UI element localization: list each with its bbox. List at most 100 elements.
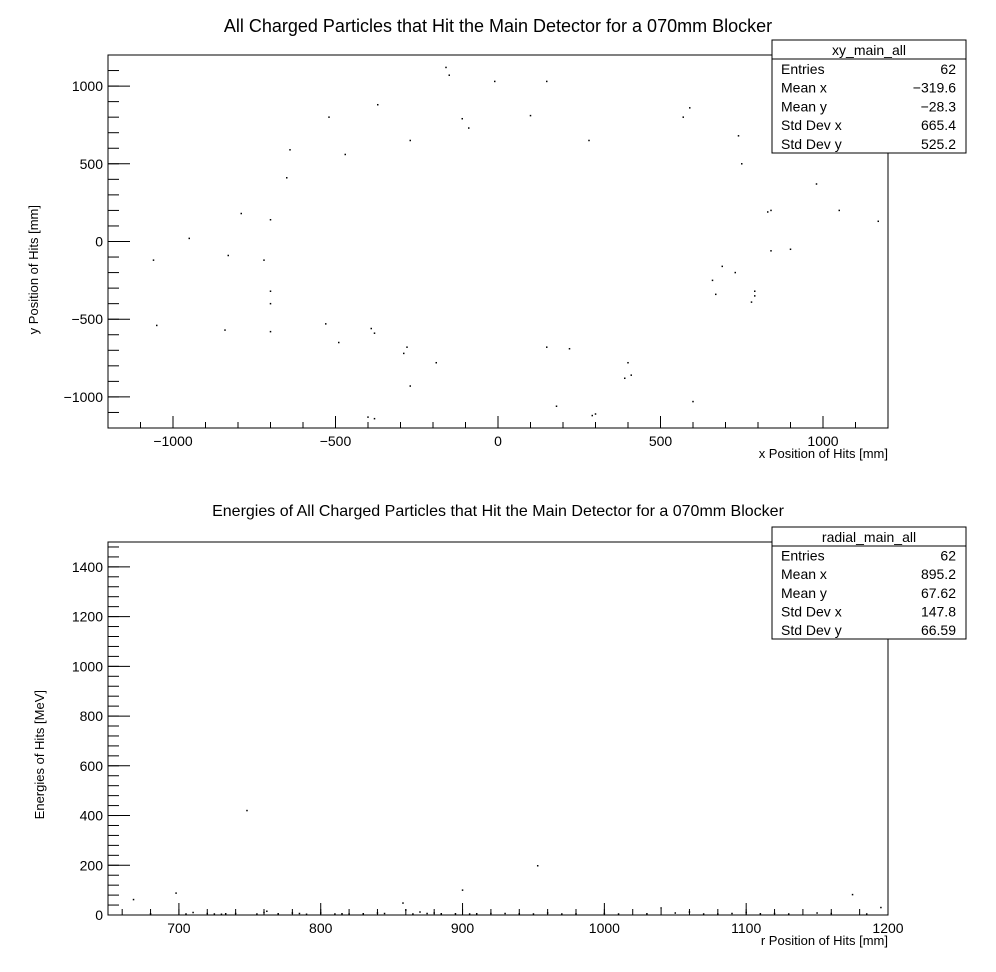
data-point	[185, 913, 187, 915]
x-tick-label: 1000	[807, 433, 838, 449]
data-point	[865, 913, 868, 915]
data-point	[461, 117, 463, 120]
y-tick-label: 1000	[72, 658, 103, 674]
data-point	[263, 259, 265, 261]
data-point	[754, 290, 756, 292]
data-point	[206, 912, 209, 915]
x-tick-label: 1000	[589, 920, 620, 936]
data-point	[750, 301, 753, 303]
data-point	[433, 912, 435, 914]
data-point	[305, 913, 308, 916]
x-tick-label: 1200	[872, 920, 903, 936]
data-point	[152, 259, 155, 261]
data-point	[754, 295, 756, 297]
data-point	[348, 913, 350, 915]
data-point	[362, 913, 365, 915]
data-point	[213, 913, 216, 915]
x-tick-label: 800	[309, 920, 333, 936]
data-point	[830, 912, 833, 915]
stats-row-value: 67.62	[921, 585, 956, 601]
x-tick-label: 1100	[731, 920, 761, 936]
stats-row-label: Std Dev x	[781, 603, 842, 619]
stats-box-title: radial_main_all	[822, 529, 916, 545]
data-point	[224, 913, 227, 915]
chart-title: All Charged Particles that Hit the Main …	[224, 16, 772, 36]
data-point	[419, 911, 421, 913]
data-point	[405, 909, 407, 911]
data-points	[152, 66, 879, 420]
data-point	[376, 912, 379, 914]
x-tick-label: 0	[494, 433, 502, 449]
y-axis-label: y Position of Hits [mm]	[26, 205, 41, 334]
stats-row-value: 66.59	[921, 622, 956, 638]
stats-row-value: −28.3	[921, 98, 957, 114]
data-point	[373, 332, 376, 334]
y-tick-label: 800	[80, 708, 104, 724]
axis-ticks: −1000 −500 0 500 1000 −1000 −500 0 500 1000	[64, 54, 889, 449]
data-point	[741, 163, 743, 165]
data-point	[132, 898, 135, 901]
data-point	[787, 913, 790, 915]
data-point	[445, 66, 447, 69]
data-point	[192, 911, 194, 914]
data-points	[132, 809, 882, 916]
stats-row-value: 525.2	[921, 136, 956, 152]
chart-title: Energies of All Charged Particles that H…	[212, 503, 784, 520]
data-point	[468, 127, 470, 129]
data-point	[319, 912, 322, 914]
data-point	[341, 913, 343, 915]
data-point	[409, 139, 411, 142]
data-point	[325, 323, 327, 325]
data-point	[256, 913, 258, 915]
data-point	[568, 347, 571, 350]
stats-row-value: 895.2	[921, 566, 956, 582]
data-point	[773, 912, 776, 915]
y-tick-label: 500	[80, 156, 104, 172]
data-point	[269, 330, 272, 333]
data-point	[328, 116, 330, 118]
data-point	[504, 912, 506, 915]
data-point	[627, 361, 629, 364]
data-point	[277, 913, 279, 915]
data-point	[689, 107, 691, 109]
y-tick-label: 0	[95, 234, 103, 250]
data-point	[461, 889, 464, 891]
data-point	[851, 893, 854, 896]
data-point	[536, 865, 539, 867]
data-point	[454, 913, 457, 915]
data-point	[789, 248, 792, 251]
stats-row-label: Mean y	[781, 98, 827, 114]
stats-row-label: Entries	[781, 61, 825, 77]
data-point	[770, 209, 772, 212]
data-point	[682, 116, 684, 118]
data-point	[688, 911, 691, 913]
data-point	[767, 211, 769, 213]
data-point	[692, 400, 694, 403]
stats-row-label: Mean y	[781, 585, 827, 601]
y-tick-label: 400	[80, 808, 104, 824]
stats-row-label: Entries	[781, 548, 825, 564]
data-point	[149, 913, 152, 915]
x-axis-label: x Position of Hits [mm]	[759, 446, 888, 461]
data-point	[269, 218, 272, 221]
data-point	[731, 912, 733, 915]
data-point	[269, 290, 272, 292]
data-point	[838, 209, 840, 212]
data-point	[674, 912, 677, 914]
y-tick-label: 0	[95, 907, 103, 923]
data-point	[289, 149, 291, 151]
data-point	[156, 324, 158, 327]
data-point	[475, 913, 478, 915]
stats-row-label: Std Dev y	[781, 622, 842, 638]
data-point	[263, 911, 265, 914]
data-point	[383, 912, 386, 915]
data-point	[815, 183, 818, 185]
stats-row-value: 62	[940, 61, 956, 77]
data-point	[412, 913, 414, 915]
data-point	[234, 912, 237, 915]
plot-frame	[107, 54, 889, 429]
stats-row-label: Mean x	[781, 566, 827, 582]
data-point	[816, 912, 818, 914]
data-point	[224, 329, 226, 331]
